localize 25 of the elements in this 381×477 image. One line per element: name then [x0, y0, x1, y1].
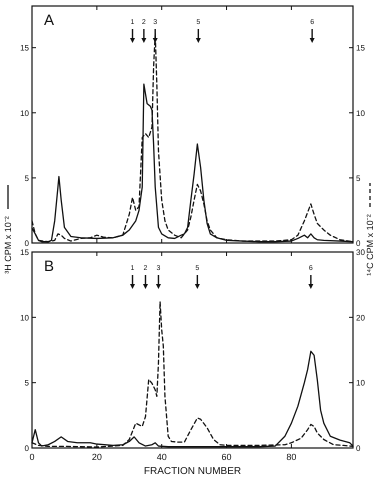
x-axis-title: FRACTION NUMBER — [144, 466, 242, 477]
x-tick-label: 20 — [92, 452, 102, 462]
y2-tick-label: 10 — [356, 378, 366, 388]
y2-tick-label: 15 — [356, 44, 366, 53]
y-axis-title: ³H CPM x 10⁻² — [3, 216, 13, 274]
x-tick-label: 60 — [222, 452, 232, 462]
y2-tick-label: 20 — [356, 313, 366, 322]
y-tick-label: 0 — [24, 444, 30, 453]
y-tick-label: 5 — [24, 174, 30, 183]
y2-tick-label: 10 — [356, 108, 366, 118]
y-tick-label: 10 — [20, 108, 30, 118]
y-tick-label: 15 — [20, 248, 30, 257]
y-tick-label: 0 — [24, 239, 30, 248]
y2-axis-title: ¹⁴C CPM x 10⁻² — [365, 214, 375, 276]
y2-tick-label: 5 — [356, 174, 361, 183]
x-tick-label: 80 — [286, 452, 296, 462]
y2-tick-label: 0 — [356, 444, 361, 453]
y-tick-label: 15 — [20, 44, 30, 53]
y2-tick-label: 30 — [356, 248, 366, 257]
y2-tick-label: 0 — [356, 239, 361, 248]
annotation: B — [44, 258, 54, 275]
y-tick-label: 10 — [20, 313, 30, 322]
annotation: A — [44, 12, 54, 29]
x-tick-label: 40 — [156, 452, 167, 462]
y-tick-label: 5 — [24, 378, 30, 388]
